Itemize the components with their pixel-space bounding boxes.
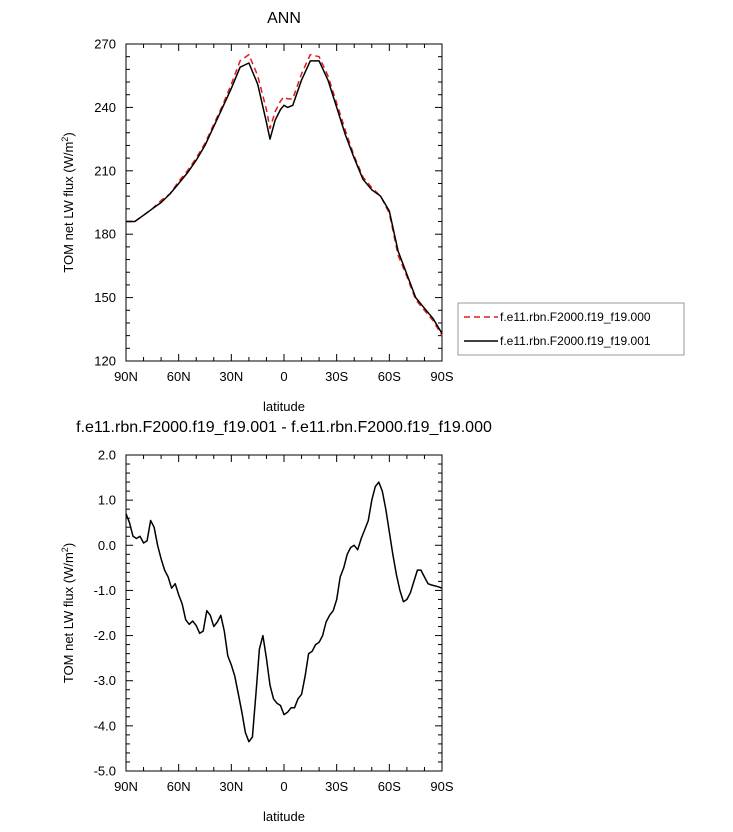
x-tick-label: 0 (280, 369, 287, 384)
chart-title: f.e11.rbn.F2000.f19_f19.001 - f.e11.rbn.… (76, 419, 492, 436)
x-tick-label: 90N (114, 369, 138, 384)
legend-label-1: f.e11.rbn.F2000.f19_f19.001 (500, 334, 651, 348)
y-tick-label: -4.0 (94, 718, 116, 733)
y-tick-label: 240 (94, 100, 116, 115)
y-axis-label: TOM net LW flux (W/m2) (60, 543, 76, 683)
y-axis-label-text: TOM net LW flux (W/m (61, 552, 76, 683)
y-tick-label: 180 (94, 227, 116, 242)
top-panel: ANN 90N 60N 30N 0 30S 60S 90S 120 150 180 210 240 270… (60, 10, 685, 414)
y-tick-label: 150 (94, 290, 116, 305)
bottom-panel: f.e11.rbn.F2000.f19_f19.001 - f.e11.rbn.… (60, 419, 492, 824)
y-tick-label: -1.0 (94, 583, 116, 598)
plot-frame (125, 454, 443, 772)
chart-title: ANN (267, 10, 301, 27)
x-tick-label: 60S (378, 369, 401, 384)
series-line-0 (125, 481, 443, 743)
y-axis-label-suffix: ) (61, 132, 76, 136)
y-tick-label: 270 (94, 37, 116, 52)
y-tick-label: 210 (94, 163, 116, 178)
legend-box (457, 302, 685, 356)
x-axis-label: latitude (263, 809, 305, 824)
y-tick-label: 0.0 (98, 538, 116, 553)
x-tick-label: 90N (114, 779, 138, 794)
series-line-0 (126, 53, 443, 336)
x-tick-label: 90S (430, 369, 453, 384)
y-tick-label: 120 (94, 354, 116, 369)
y-tick-label: -5.0 (94, 764, 116, 779)
y-axis-label-superscript: 2 (60, 137, 70, 142)
x-tick-label: 90S (430, 779, 453, 794)
y-tick-label: 2.0 (98, 448, 116, 463)
y-tick-label: 1.0 (98, 493, 116, 508)
x-tick-label: 60N (167, 369, 191, 384)
y-tick-label: -2.0 (94, 628, 116, 643)
plot-frame (125, 43, 443, 362)
y-axis-label-suffix: ) (61, 543, 76, 547)
x-tick-label: 60N (167, 779, 191, 794)
y-axis-label: TOM net LW flux (W/m2) (60, 132, 76, 272)
legend-label-0: f.e11.rbn.F2000.f19_f19.000 (500, 310, 651, 324)
x-tick-label: 0 (280, 779, 287, 794)
y-axis-label-text: TOM net LW flux (W/m (61, 142, 76, 273)
x-tick-label: 60S (378, 779, 401, 794)
series-line-1 (126, 60, 443, 334)
x-tick-label: 30N (219, 779, 243, 794)
x-tick-label: 30N (219, 369, 243, 384)
x-axis-label: latitude (263, 399, 305, 414)
y-tick-label: -3.0 (94, 673, 116, 688)
x-tick-label: 30S (325, 779, 348, 794)
x-tick-label: 30S (325, 369, 348, 384)
y-axis-label-superscript: 2 (60, 547, 70, 552)
